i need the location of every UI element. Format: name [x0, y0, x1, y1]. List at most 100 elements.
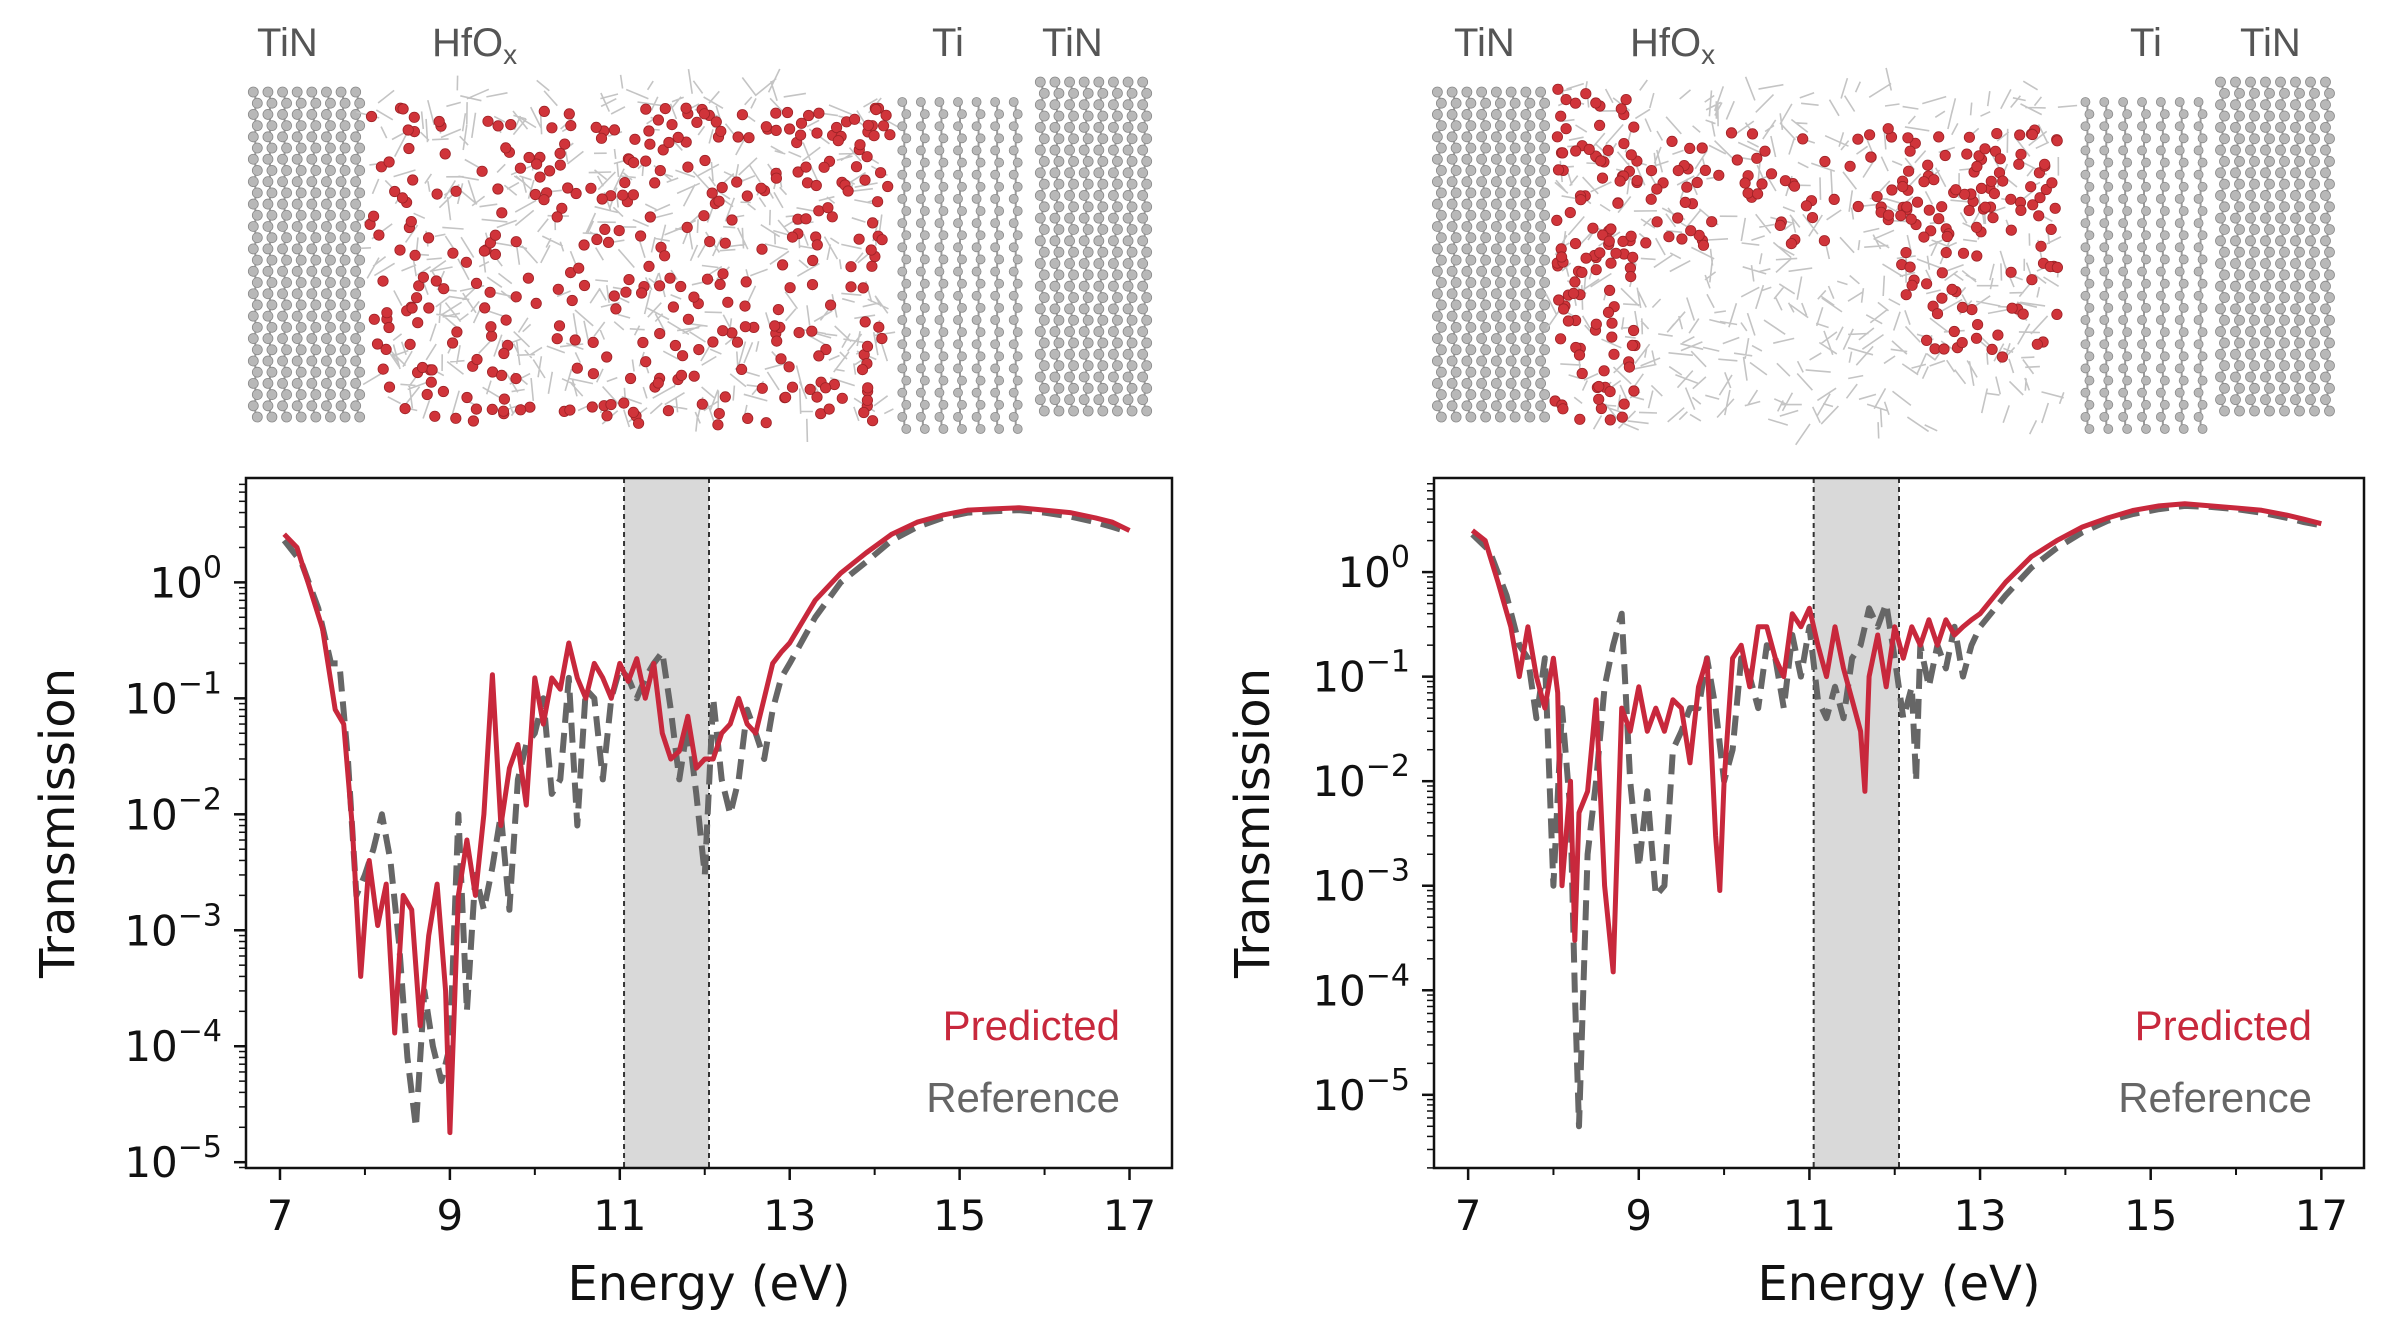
oxygen-atom: [1616, 411, 1628, 423]
atom: [2230, 121, 2241, 133]
atom: [1539, 299, 1551, 311]
atom: [1520, 355, 1532, 367]
atom: [1082, 224, 1094, 235]
atom: [994, 302, 1005, 313]
atom: [251, 344, 263, 356]
atom: [295, 366, 307, 378]
oxygen-atom: [371, 338, 384, 350]
oxygen-atom: [1557, 147, 1569, 159]
atom: [2264, 87, 2275, 99]
atom: [1450, 187, 1462, 199]
atom: [1082, 110, 1094, 122]
atom: [339, 165, 351, 176]
atom: [277, 355, 288, 367]
atom: [994, 327, 1005, 338]
atom: [1108, 144, 1119, 156]
atom: [1465, 120, 1477, 132]
atom: [1108, 99, 1119, 111]
atom: [2245, 280, 2256, 292]
atom: [2275, 235, 2286, 247]
oxygen-atom: [1587, 222, 1599, 234]
atom: [2080, 193, 2091, 204]
atom: [262, 221, 274, 232]
atom: [2249, 382, 2260, 394]
atom: [953, 145, 963, 156]
atom: [247, 131, 259, 143]
atom: [1126, 156, 1138, 167]
atom: [354, 209, 366, 221]
atom: [2099, 363, 2110, 374]
atom: [2279, 405, 2290, 417]
atom: [915, 315, 926, 325]
atom: [281, 344, 292, 356]
x-ticks: 7 9 11 13 15 17: [267, 1168, 1156, 1240]
oxygen-atom: [1957, 247, 1970, 259]
atom: [321, 131, 332, 143]
atom: [1461, 355, 1473, 367]
atom: [1137, 258, 1149, 269]
legend-reference: Reference: [2118, 1074, 2312, 1121]
atom: [2174, 411, 2185, 422]
atom: [2309, 178, 2320, 190]
atom: [2084, 302, 2095, 313]
atom: [1053, 201, 1065, 213]
oxygen-atom: [496, 207, 508, 219]
atom: [1053, 224, 1065, 235]
atom: [310, 411, 322, 423]
atom: [1093, 280, 1105, 292]
atom: [1068, 337, 1079, 349]
atom: [1097, 246, 1109, 258]
oxygen-atom: [862, 119, 874, 131]
atom: [335, 355, 347, 367]
atom: [1038, 314, 1050, 326]
atom: [2279, 314, 2290, 326]
oxygen-atom: [663, 136, 675, 149]
oxygen-atom: [1593, 380, 1605, 393]
atom: [2264, 360, 2275, 372]
oxygen-atom: [2006, 302, 2018, 314]
label-x-subscript: x: [503, 39, 517, 70]
oxygen-atom: [1886, 184, 1898, 196]
atom: [2103, 181, 2114, 192]
atom: [2141, 424, 2151, 434]
atom: [1049, 190, 1061, 201]
atom: [1431, 243, 1443, 255]
atom: [2249, 201, 2260, 213]
oxygen-atom: [644, 211, 656, 223]
atom: [1068, 224, 1079, 235]
oxygen-atom: [818, 161, 830, 173]
atom: [247, 109, 259, 120]
oxygen-atom: [1593, 393, 1605, 405]
oxygen-atom: [811, 239, 823, 251]
atom: [1012, 109, 1023, 120]
atom: [1137, 326, 1149, 337]
atom: [2245, 190, 2256, 201]
atom: [277, 176, 288, 188]
oxygen-atom: [587, 336, 599, 348]
atom: [306, 377, 318, 389]
atom: [957, 206, 967, 216]
atom: [1494, 277, 1506, 288]
atom: [2305, 144, 2316, 156]
shaded-energy-band: [624, 478, 709, 1168]
atom: [1520, 221, 1532, 232]
atom: [1049, 121, 1061, 133]
oxygen-atom: [1765, 168, 1778, 180]
atom: [1108, 303, 1119, 315]
oxygen-atom: [394, 244, 406, 256]
atom: [277, 377, 288, 389]
oxygen-atom: [383, 381, 396, 393]
oxygen-atom: [770, 107, 782, 119]
oxygen-atom: [1598, 365, 1610, 377]
atom: [266, 209, 278, 221]
atom: [2193, 97, 2204, 107]
atom: [971, 193, 982, 204]
oxygen-atom: [1933, 213, 1945, 225]
atom: [2215, 348, 2226, 360]
atom: [2174, 387, 2185, 398]
atom: [2230, 190, 2241, 201]
atom: [2309, 405, 2320, 417]
atom: [971, 169, 982, 180]
atom: [2309, 360, 2320, 372]
atom: [1012, 302, 1023, 313]
